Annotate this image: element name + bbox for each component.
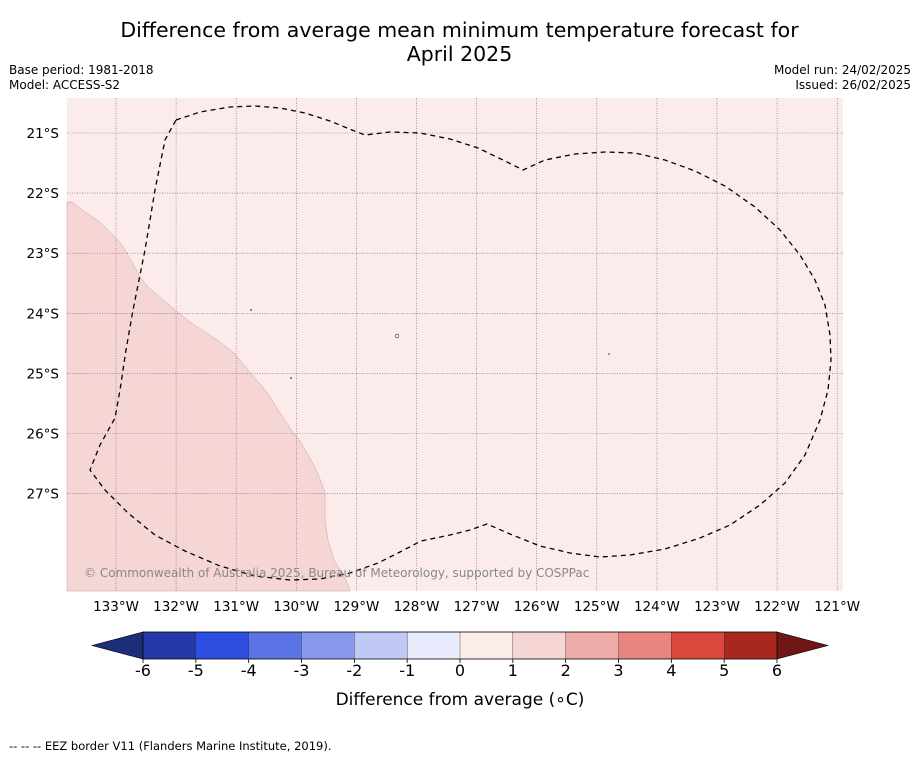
longitude-label: 129°W — [333, 599, 379, 615]
colorbar-tick-label: -3 — [294, 661, 310, 680]
colorbar-tick-label: 5 — [719, 661, 729, 680]
map-panel: © Commonwealth of Australia 2025, Bureau… — [66, 98, 843, 592]
longitude-label: 133°W — [93, 599, 139, 615]
map-title: Difference from average mean minimum tem… — [0, 18, 919, 66]
colorbar-low-extend — [90, 631, 144, 660]
colorbar-bin — [301, 631, 355, 660]
colorbar-bin — [723, 631, 778, 660]
island-dot — [290, 377, 292, 379]
colorbar-tick-label: -1 — [399, 661, 415, 680]
latitude-label: 27°S — [27, 487, 60, 503]
colorbar-tick-label: 1 — [508, 661, 518, 680]
colorbar-tick-label: -6 — [135, 661, 151, 680]
colorbar-bin — [671, 631, 725, 660]
eez-footnote: -- -- -- EEZ border V11 (Flanders Marine… — [9, 739, 332, 753]
model-run: Model run: 24/02/2025 — [773, 63, 911, 77]
longitude-label: 121°W — [814, 599, 860, 615]
colorbar-tick-label: -2 — [346, 661, 362, 680]
colorbar-high-extend — [776, 631, 830, 660]
title-line-2: April 2025 — [406, 42, 513, 66]
colorbar-bin — [195, 631, 250, 660]
colorbar-label: Difference from average (∘C) — [336, 690, 585, 710]
colorbar: -6 -5 -4 -3 -2 -1 0 1 2 3 4 5 6 — [90, 631, 830, 680]
island-dot — [608, 353, 610, 355]
island-dot — [250, 309, 252, 311]
island-dot — [394, 333, 400, 339]
longitude-labels: 133°W 132°W 131°W 130°W 129°W 128°W 127°W 126°W… — [93, 599, 860, 615]
latitude-label: 26°S — [27, 427, 60, 443]
colorbar-tick-label: -4 — [241, 661, 257, 680]
longitude-label: 132°W — [153, 599, 199, 615]
latitude-label: 24°S — [27, 306, 60, 322]
colorbar-bin — [512, 631, 567, 660]
longitude-label: 125°W — [574, 599, 620, 615]
colorbar-bin — [565, 631, 620, 660]
longitude-label: 124°W — [634, 599, 680, 615]
model-name: Model: ACCESS-S2 — [9, 78, 121, 92]
colorbar-tick-label: 4 — [666, 661, 676, 680]
longitude-label: 130°W — [273, 599, 319, 615]
eez-border — [89, 105, 832, 581]
longitude-label: 127°W — [454, 599, 500, 615]
meta-right: Model run: 24/02/2025 Issued: 26/02/2025 — [774, 63, 911, 93]
colorbar-tick-label: -5 — [188, 661, 204, 680]
longitude-label: 122°W — [754, 599, 800, 615]
longitude-label: 128°W — [394, 599, 440, 615]
colorbar-tick-label: 3 — [613, 661, 623, 680]
colorbar-tick-label: 6 — [772, 661, 782, 680]
colorbar-bin — [406, 631, 461, 660]
graticule — [67, 98, 843, 591]
small-islands — [250, 309, 610, 379]
latitude-labels: 21°S 22°S 23°S 24°S 25°S 26°S 27°S — [27, 126, 60, 503]
colorbar-bin — [459, 631, 514, 660]
colorbar-bin — [248, 631, 303, 660]
base-period: Base period: 1981-2018 — [9, 63, 154, 77]
latitude-label: 22°S — [27, 186, 60, 202]
latitude-label: 25°S — [27, 366, 60, 382]
longitude-label: 126°W — [514, 599, 560, 615]
colorbar-tick-label: 2 — [561, 661, 571, 680]
colorbar-bin — [618, 631, 672, 660]
latitude-label: 23°S — [27, 246, 60, 262]
copyright-notice: © Commonwealth of Australia 2025, Bureau… — [84, 566, 589, 580]
colorbar-bin — [354, 631, 408, 660]
title-line-1: Difference from average mean minimum tem… — [120, 18, 799, 42]
meta-left: Base period: 1981-2018 Model: ACCESS-S2 — [9, 63, 154, 93]
longitude-label: 123°W — [694, 599, 740, 615]
colorbar-tick-label: 0 — [455, 661, 465, 680]
colorbar-bin — [142, 631, 197, 660]
latitude-label: 21°S — [27, 126, 60, 142]
longitude-label: 131°W — [213, 599, 259, 615]
issued-date: Issued: 26/02/2025 — [795, 78, 911, 92]
